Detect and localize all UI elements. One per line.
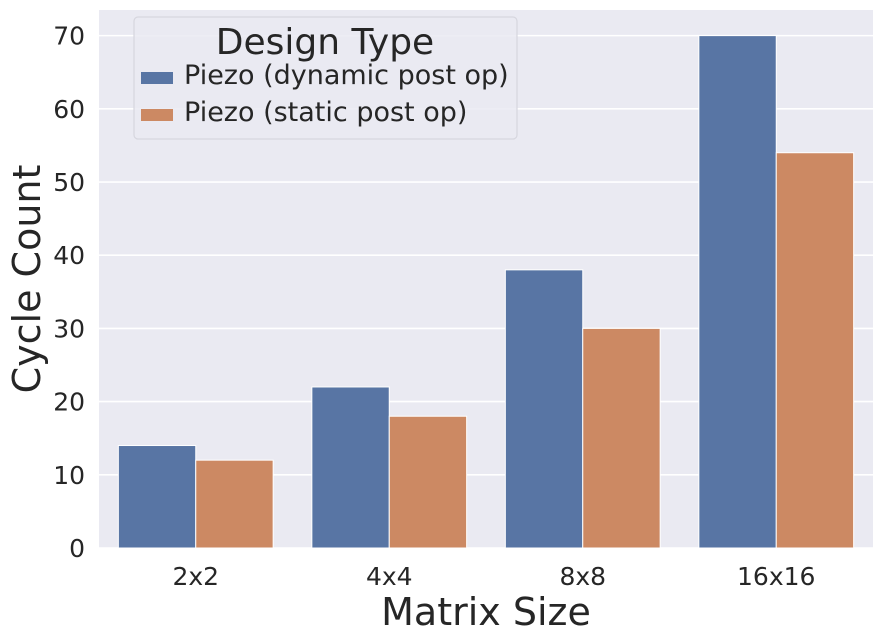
y-tick-label: 70 bbox=[53, 22, 85, 51]
y-tick-labels: 0 10 20 30 40 50 60 70 bbox=[53, 22, 85, 563]
legend: Design Type Piezo (dynamic post op)Piezo… bbox=[133, 16, 518, 140]
y-tick-label: 20 bbox=[53, 388, 85, 417]
y-tick-label: 0 bbox=[69, 534, 85, 563]
y-tick-label: 30 bbox=[53, 314, 85, 343]
y-tick-label: 50 bbox=[53, 168, 85, 197]
bars bbox=[117, 35, 855, 549]
bar-2x2-series-1 bbox=[117, 445, 197, 549]
legend-label: Piezo (static post op) bbox=[184, 97, 467, 128]
legend-swatch bbox=[141, 72, 173, 84]
y-axis-label: Cycle Count bbox=[5, 165, 49, 394]
legend-items: Piezo (dynamic post op) Piezo (static pos… bbox=[141, 60, 509, 128]
legend-label: Piezo (dynamic post op) bbox=[184, 60, 509, 91]
y-tick-label: 10 bbox=[53, 461, 85, 490]
bar-8x8-series-2 bbox=[582, 327, 661, 549]
bar-16x16-series-1 bbox=[698, 35, 777, 549]
y-tick-label: 60 bbox=[53, 95, 85, 124]
bar-8x8-series-1 bbox=[504, 269, 584, 549]
x-tick-label: 16x16 bbox=[737, 562, 815, 591]
x-tick-label: 2x2 bbox=[172, 562, 219, 591]
bar-2x2-series-2 bbox=[195, 459, 274, 549]
x-tick-label: 4x4 bbox=[366, 562, 413, 591]
legend-title: Design Type bbox=[216, 22, 434, 63]
legend-swatch bbox=[141, 109, 173, 121]
bar-16x16-series-2 bbox=[775, 152, 855, 549]
bar-4x4-series-1 bbox=[311, 386, 390, 549]
x-tick-labels: 2x2 4x4 8x8 16x16 bbox=[172, 562, 815, 591]
x-axis-label: Matrix Size bbox=[381, 590, 591, 634]
bar-4x4-series-2 bbox=[388, 415, 468, 549]
x-tick-label: 8x8 bbox=[559, 562, 606, 591]
y-tick-label: 40 bbox=[53, 241, 85, 270]
legend-box bbox=[133, 16, 518, 140]
